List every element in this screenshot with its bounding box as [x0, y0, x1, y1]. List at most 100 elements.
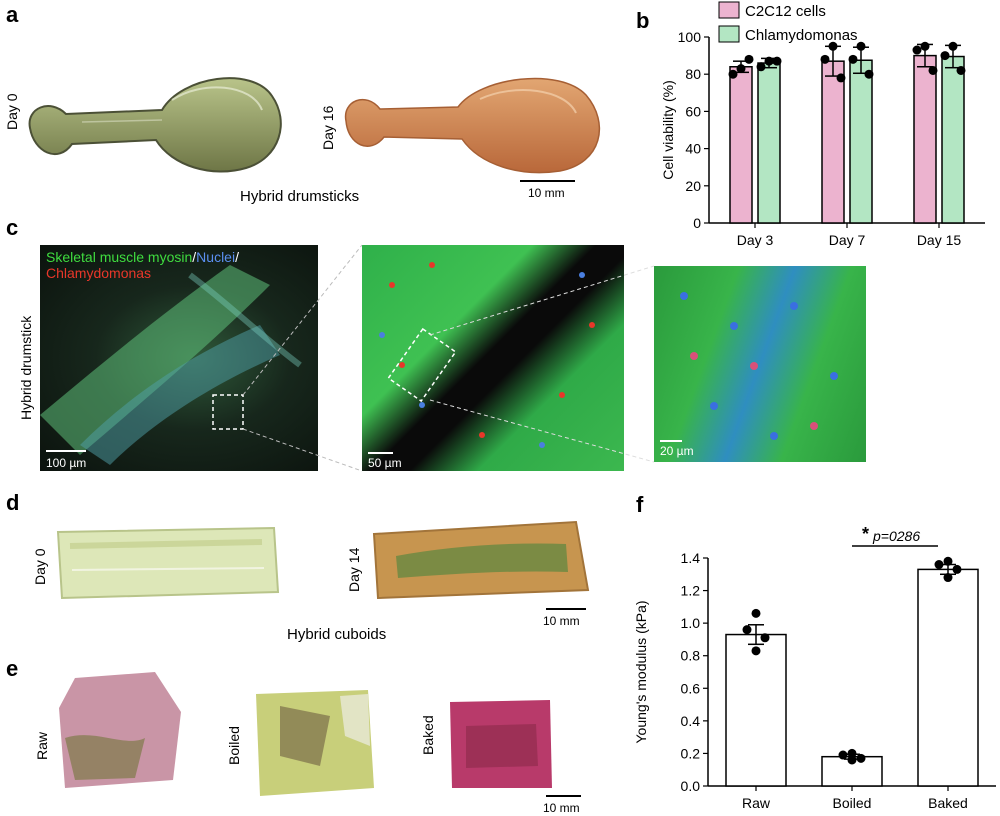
data-point — [956, 65, 966, 75]
data-point — [838, 750, 848, 760]
y-tick-label: 1.4 — [681, 550, 701, 566]
y-tick-label: 20 — [685, 178, 701, 194]
data-point — [856, 753, 866, 763]
y-tick-label: 100 — [678, 29, 702, 45]
cuboid-day14-photo — [372, 520, 590, 600]
data-point — [744, 54, 754, 64]
scalebar-label-a: 10 mm — [528, 186, 565, 200]
legend-slash-1: / — [192, 249, 197, 265]
scalebar-label-c1: 100 µm — [46, 456, 87, 470]
data-point — [760, 633, 770, 643]
legend-slash-2: / — [235, 249, 239, 265]
micrograph-2 — [362, 245, 624, 471]
bar — [917, 568, 979, 787]
bar — [849, 59, 873, 224]
data-point — [820, 54, 830, 64]
data-point — [943, 573, 953, 583]
data-point — [736, 64, 746, 74]
y-tick-label: 0 — [693, 215, 701, 231]
y-tick-label: 0.2 — [681, 745, 701, 761]
data-point — [928, 65, 938, 75]
y-tick-label: 0.6 — [681, 680, 701, 696]
scalebar-label-c3: 20 µm — [660, 444, 694, 458]
data-point — [920, 41, 930, 51]
bar — [729, 66, 753, 224]
data-point — [847, 748, 857, 758]
data-point — [948, 41, 958, 51]
side-label-c: Hybrid drumstick — [18, 315, 34, 420]
legend-c: Skeletal muscle myosin/Nuclei/ Chlamydom… — [46, 249, 239, 281]
y-tick-label: 60 — [685, 103, 701, 119]
scalebar-label-c2: 50 µm — [368, 456, 402, 470]
cuboid-day0-photo — [56, 526, 280, 600]
chart-b: 0 20 40 60 80 100 Cell viability (%) Day 3 Day 7… — [660, 1, 985, 248]
y-tick-label: 80 — [685, 66, 701, 82]
scalebar-e — [546, 795, 581, 797]
data-point — [943, 556, 953, 566]
label-raw: Raw — [34, 731, 50, 760]
scalebar-c1 — [46, 450, 86, 452]
data-point — [952, 564, 962, 574]
bar — [913, 54, 937, 224]
label-day14-d: Day 14 — [346, 547, 362, 592]
scalebar-d — [546, 608, 586, 610]
legend-label: C2C12 cells — [745, 3, 826, 20]
drumstick-day0-photo — [28, 77, 282, 173]
data-point — [764, 56, 774, 66]
significance-star: * — [862, 524, 869, 544]
panel-letter-c: c — [6, 215, 19, 240]
drumstick-day16-photo — [344, 77, 601, 174]
cube-raw-photo — [59, 672, 181, 788]
data-point — [828, 41, 838, 51]
micrograph-3 — [654, 266, 866, 462]
y-tick-label: 40 — [685, 141, 701, 157]
bar — [941, 55, 965, 224]
label-day0-d: Day 0 — [32, 548, 48, 585]
x-tick-label: Day 3 — [737, 232, 774, 248]
data-point — [742, 625, 752, 635]
panel-letter-d: d — [6, 490, 20, 515]
x-tick-label: Day 7 — [829, 232, 866, 248]
panel-letter-b: b — [636, 8, 650, 33]
y-tick-label: 0.0 — [681, 778, 701, 794]
scalebar-label-d: 10 mm — [543, 614, 580, 628]
x-tick-label: Day 15 — [917, 232, 962, 248]
x-tick-label: Raw — [742, 795, 771, 811]
legend-chlamy: Chlamydomonas — [46, 265, 152, 281]
panel-letter-e: e — [6, 656, 19, 681]
data-point — [934, 560, 944, 570]
panel-letter-a: a — [6, 2, 19, 27]
data-point — [836, 73, 846, 83]
data-point — [864, 69, 874, 79]
data-point — [751, 646, 761, 656]
y-axis-label: Cell viability (%) — [660, 80, 676, 180]
legend-myosin: Skeletal muscle myosin — [46, 249, 193, 265]
label-boiled: Boiled — [226, 726, 242, 765]
bar — [821, 60, 845, 224]
significance-p-value: p=0286 — [872, 528, 920, 544]
caption-d: Hybrid cuboids — [287, 626, 387, 643]
chart-f: 0.0 0.2 0.4 0.6 0.8 1.0 1.2 1.4 Young's modulus … — [633, 524, 996, 811]
bar — [757, 62, 781, 224]
y-tick-label: 1.0 — [681, 615, 701, 631]
x-tick-label: Baked — [928, 795, 968, 811]
label-baked: Baked — [420, 715, 436, 755]
label-day16-a: Day 16 — [320, 105, 336, 150]
legend-label: Chlamydomonas — [745, 27, 858, 44]
caption-a: Hybrid drumsticks — [240, 188, 360, 205]
legend-swatch — [718, 1, 740, 19]
data-point — [728, 69, 738, 79]
panel-letter-f: f — [636, 492, 644, 517]
data-point — [848, 54, 858, 64]
bar — [725, 633, 787, 787]
label-day0-a: Day 0 — [4, 93, 20, 130]
y-tick-label: 0.4 — [681, 713, 701, 729]
data-point — [856, 41, 866, 51]
data-point — [940, 51, 950, 61]
y-tick-label: 1.2 — [681, 583, 701, 599]
cube-baked-photo — [450, 700, 552, 788]
data-point — [751, 608, 761, 618]
data-point — [912, 45, 922, 55]
scalebar-c2 — [368, 452, 393, 454]
y-axis-label: Young's modulus (kPa) — [633, 600, 649, 743]
